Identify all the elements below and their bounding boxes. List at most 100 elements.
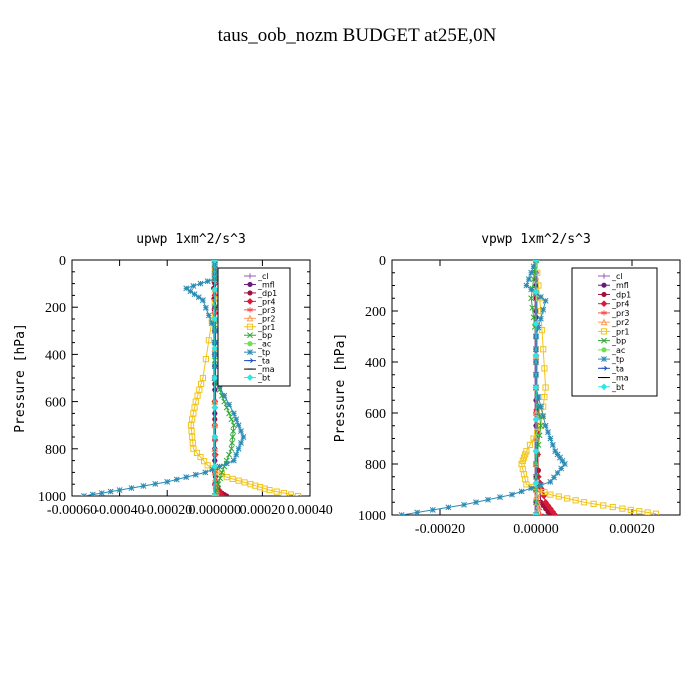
x-tick-label: -0.00040 bbox=[95, 503, 145, 518]
point-bt bbox=[211, 374, 219, 382]
legend-marker bbox=[600, 383, 608, 391]
point-bt bbox=[532, 416, 540, 423]
point-pr1 bbox=[644, 509, 651, 515]
point-bp bbox=[226, 410, 233, 417]
point-pr1 bbox=[609, 503, 616, 511]
y-tick-label: 1000 bbox=[38, 490, 66, 505]
point-tp bbox=[485, 496, 491, 503]
point-tp bbox=[537, 403, 544, 410]
point-tp bbox=[233, 451, 240, 458]
legend-marker bbox=[600, 318, 608, 326]
legend-label: _bt bbox=[257, 374, 270, 383]
point-tp bbox=[535, 394, 542, 401]
point-bp bbox=[536, 432, 543, 439]
point-bt bbox=[211, 404, 219, 411]
point-bt bbox=[532, 511, 540, 515]
point-pr1 bbox=[189, 439, 196, 446]
point-pr1 bbox=[526, 441, 534, 448]
legend-label: _dp1 bbox=[257, 289, 277, 298]
point-tp bbox=[80, 493, 87, 496]
point-tp bbox=[238, 428, 244, 435]
y-tick-label: 0 bbox=[59, 254, 66, 269]
point-pr1 bbox=[189, 416, 196, 423]
point-tp bbox=[537, 482, 544, 488]
point-tp bbox=[549, 441, 556, 448]
point-pr1 bbox=[205, 337, 212, 344]
point-tp bbox=[528, 286, 535, 293]
point-bt bbox=[211, 492, 219, 496]
point-tp bbox=[98, 490, 105, 496]
point-pr1 bbox=[519, 457, 526, 464]
point-pr1 bbox=[520, 454, 528, 461]
legend-label: _pr3 bbox=[257, 306, 275, 315]
point-tp bbox=[557, 454, 563, 461]
point-pr2 bbox=[533, 492, 541, 499]
point-pr1 bbox=[188, 428, 195, 435]
point-tp bbox=[542, 297, 549, 304]
x-tick-label: 0.00020 bbox=[609, 522, 655, 537]
chart-title: upwp 1xm^2/s^3 bbox=[136, 232, 246, 247]
legend: _cl_mfl_dp1_pr4_pr3_pr2_pr1_bp_ac_tp_ta_… bbox=[217, 267, 291, 387]
legend-label: _bp bbox=[257, 331, 272, 340]
point-tp bbox=[554, 451, 561, 458]
point-tp bbox=[540, 306, 547, 313]
legend-label: _bt bbox=[611, 383, 624, 392]
legend-label: _pr1 bbox=[257, 323, 275, 332]
point-tp bbox=[208, 320, 215, 327]
point-pr1 bbox=[200, 458, 208, 465]
point-pr1 bbox=[627, 506, 634, 513]
point-bt bbox=[532, 320, 540, 328]
point-tp bbox=[152, 480, 159, 487]
legend-marker bbox=[247, 307, 253, 313]
point-bp bbox=[230, 428, 237, 435]
point-tp bbox=[414, 509, 421, 515]
point-tp bbox=[173, 476, 180, 483]
legend: _cl_mfl_dp1_pr4_pr3_pr2_pr1_bp_ac_tp_ta_… bbox=[571, 267, 658, 397]
point-tp bbox=[551, 474, 557, 481]
point-tp bbox=[183, 474, 190, 481]
point-tp bbox=[195, 294, 202, 301]
y-tick-label: 600 bbox=[45, 396, 66, 411]
point-tp bbox=[525, 276, 532, 283]
y-tick-label: 800 bbox=[365, 458, 386, 473]
x-tick-label: -0.00060 bbox=[47, 503, 97, 518]
legend-label: _pr4 bbox=[257, 297, 275, 306]
point-bp bbox=[229, 434, 236, 440]
point-pr1 bbox=[555, 493, 562, 500]
point-tp bbox=[559, 457, 566, 464]
point-pr1 bbox=[194, 392, 201, 399]
legend-label: _bp bbox=[611, 337, 626, 346]
point-pr1 bbox=[287, 491, 295, 496]
point-tp bbox=[238, 439, 244, 446]
point-tp bbox=[240, 434, 247, 440]
point-tp bbox=[561, 461, 568, 467]
point-pr1 bbox=[540, 346, 547, 353]
point-tp bbox=[116, 487, 123, 494]
point-tp bbox=[187, 288, 194, 295]
point-pr1 bbox=[198, 380, 205, 387]
point-tp bbox=[461, 501, 467, 508]
legend-label: _ta bbox=[257, 357, 270, 366]
point-pr1 bbox=[229, 475, 236, 482]
legend-marker bbox=[246, 374, 254, 381]
point-tp bbox=[202, 304, 209, 311]
point-bp bbox=[230, 422, 237, 429]
point-tp bbox=[140, 483, 147, 489]
point-tp bbox=[192, 471, 199, 478]
y-tick-label: 800 bbox=[45, 443, 66, 458]
chart-upwp: upwp 1xm^2/s^3 Pressure [hPa] 0 200 400 600 80… bbox=[13, 232, 333, 518]
point-pr1 bbox=[295, 492, 302, 496]
point-pr1 bbox=[590, 500, 597, 507]
point-pr1 bbox=[523, 448, 530, 455]
point-tp bbox=[223, 460, 230, 467]
point-pr1 bbox=[564, 495, 571, 502]
legend-marker bbox=[601, 347, 607, 353]
point-tp bbox=[528, 485, 535, 492]
y-tick-label: 400 bbox=[45, 348, 66, 363]
point-pr1 bbox=[572, 497, 579, 504]
series-group bbox=[398, 260, 660, 515]
point-pr1 bbox=[197, 453, 204, 461]
point-tp bbox=[233, 416, 240, 423]
chart-vpwp: vpwp 1xm^2/s^3 Pressure [hPa] 0 200 400 600 80… bbox=[333, 232, 681, 537]
point-bp bbox=[228, 416, 235, 423]
